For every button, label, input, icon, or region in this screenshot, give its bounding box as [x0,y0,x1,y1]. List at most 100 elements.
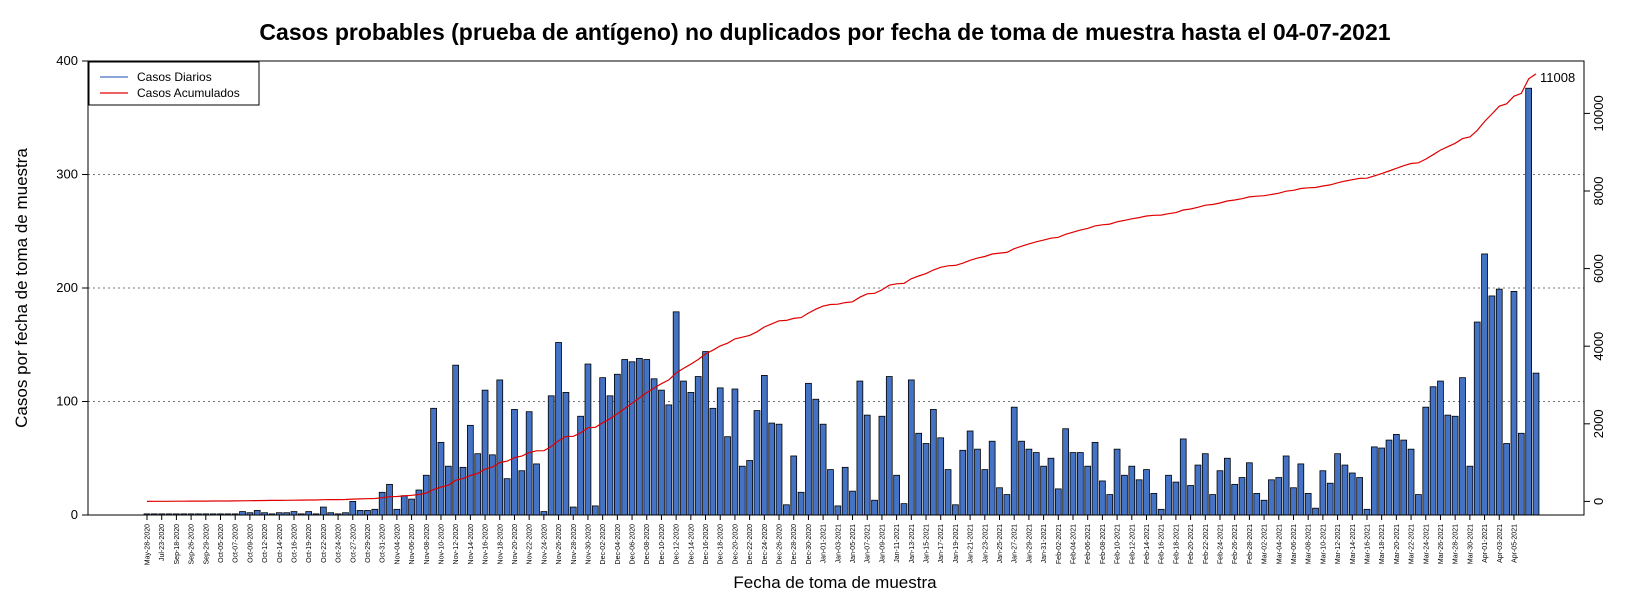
bar [643,359,651,516]
bar [1356,477,1363,516]
x-tick-label: Mar-06-2021 [1291,524,1298,564]
bar [555,342,562,516]
bar [1179,438,1187,516]
bar [672,311,680,516]
bar [1054,488,1062,516]
bar [569,506,577,516]
x-tick-label: Sep-29-2020 [203,524,210,565]
bar [1099,480,1106,516]
bar [1084,465,1092,516]
bar [790,455,798,516]
x-tick-label: Nov-22-2020 [527,524,534,565]
bar [863,414,871,516]
x-tick-label: Jan-21-2021 [968,524,975,563]
gridlines [88,174,1584,402]
bar [783,504,790,516]
x-tick-label: Jan-09-2021 [879,524,886,563]
x-tick-label: Dec-18-2020 [718,524,725,565]
bar [885,376,893,516]
x-tick-label: Jan-27-2021 [1012,524,1019,563]
bar [797,491,805,516]
x-tick-label: Feb-18-2021 [1173,524,1180,564]
bar [393,508,401,516]
bar [400,495,408,516]
bar [562,392,570,516]
plot-frame [87,60,1585,516]
bar [775,423,783,516]
bar [1121,474,1128,516]
y2-tick-label: 8000 [1591,177,1606,206]
x-tick-label: Feb-10-2021 [1115,524,1122,564]
bar [988,440,996,516]
x-tick-label: Nov-14-2020 [468,524,475,565]
x-tick-label: Dec-12-2020 [674,524,681,565]
x-tick-label: Oct-12-2020 [262,524,269,563]
y2-tick-label: 10000 [1591,95,1606,131]
cumulative-end-label: 11008 [1540,70,1575,85]
x-tick-label: Oct-19-2020 [306,524,313,563]
bar [716,387,724,516]
bar [636,357,643,516]
bar [1326,482,1334,516]
x-tick-label: Mar-26-2021 [1438,524,1445,564]
x-tick-label: Mar-12-2021 [1335,524,1342,564]
bar [459,466,467,516]
bars [143,87,1540,516]
x-tick-label: Feb-22-2021 [1203,524,1210,564]
y-tick-label: 300 [56,167,78,182]
x-tick-label: Jul-23-2020 [159,524,166,561]
x-tick-label: Jan-13-2021 [909,524,916,563]
x-tick-label: Oct-16-2020 [292,524,299,563]
bar [584,363,592,516]
x-tick-label: Apr-03-2021 [1497,524,1504,563]
x-tick-label: Mar-10-2021 [1320,524,1327,564]
bar [533,463,540,516]
x-tick-label: Mar-28-2021 [1453,524,1460,564]
bar [378,491,386,516]
x-tick-label: Dec-26-2020 [777,524,784,565]
bar [1172,481,1180,516]
x-tick-label: Sep-26-2020 [189,524,196,565]
bar [489,454,496,516]
x-tick-label: Dec-06-2020 [630,524,637,565]
x-tick-label: Nov-30-2020 [586,524,593,565]
x-tick-label: Oct-31-2020 [380,524,387,563]
x-tick-label: Nov-18-2020 [497,524,504,565]
x-tick-label: Feb-12-2021 [1129,524,1136,564]
bar [290,511,298,516]
x-tick-label: Dec-24-2020 [762,524,769,565]
x-tick-label: Dec-20-2020 [732,524,739,565]
bar [1246,462,1253,516]
bar [511,409,518,516]
x-tick-label: Dec-04-2020 [615,524,622,565]
bar [1077,452,1084,516]
x-tick-label: Mar-30-2021 [1467,524,1474,564]
bar [805,382,812,516]
bar [981,469,989,516]
axes: 01002003004000200040006000800010000May-2… [56,53,1606,565]
bar [944,469,952,516]
x-tick-label: Feb-24-2021 [1218,524,1225,564]
y2-tick-label: 2000 [1591,409,1606,438]
x-tick-label: Dec-14-2020 [688,524,695,565]
bar [452,364,460,516]
bar [1268,479,1275,516]
x-tick-label: Oct-29-2020 [365,524,372,563]
bar [1481,253,1488,516]
x-tick-label: Nov-26-2020 [556,524,563,565]
x-tick-label: Feb-02-2021 [1056,524,1063,564]
bar [1128,465,1136,516]
bar [1429,386,1437,516]
y2-tick-label: 0 [1591,498,1606,505]
y-tick-label: 0 [71,507,78,522]
bar [768,422,776,516]
legend: Casos Diarios Casos Acumulados [88,61,260,106]
bar [1165,474,1172,516]
bar [1106,494,1114,516]
bar [738,465,746,516]
x-axis-label: Fecha de toma de muestra [733,573,937,592]
bar [856,380,864,516]
bar [1253,493,1261,516]
bar [1363,508,1371,516]
